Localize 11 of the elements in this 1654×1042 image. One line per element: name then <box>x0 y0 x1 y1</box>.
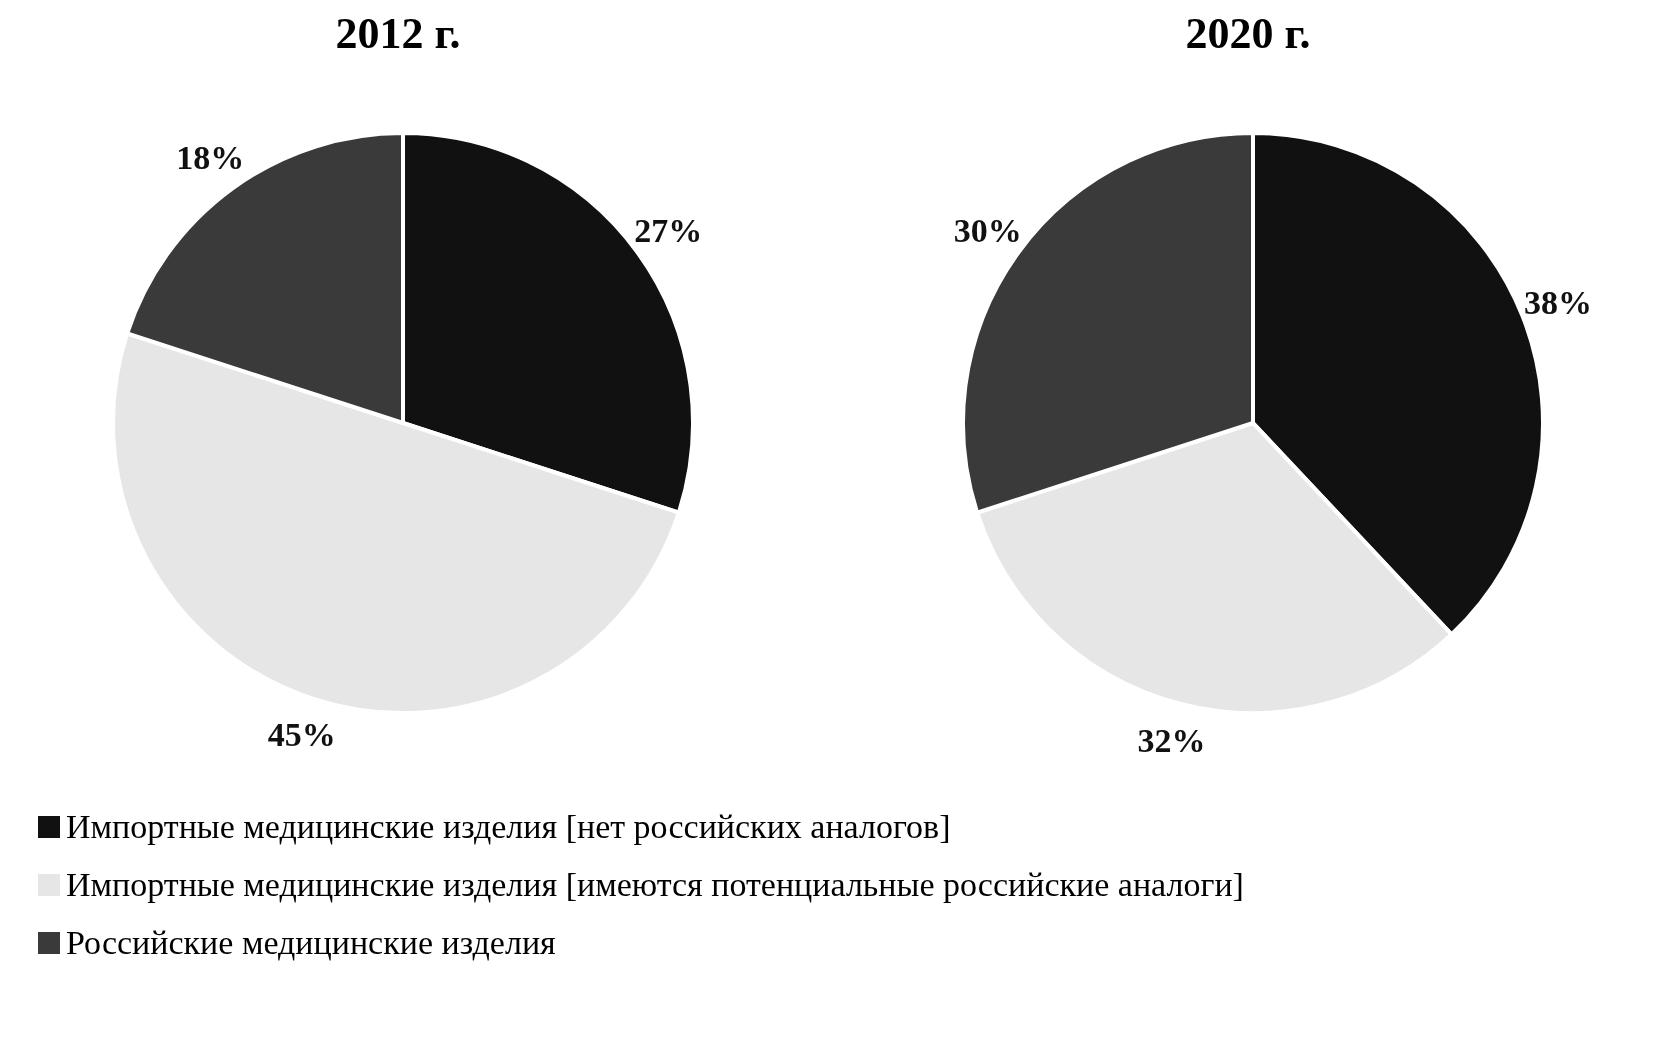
data-label: 45% <box>267 716 336 754</box>
data-label: 30% <box>953 211 1022 249</box>
chart-title: 2012 г. <box>334 8 462 60</box>
data-label: 18% <box>176 139 245 177</box>
data-label: 38% <box>1523 283 1592 321</box>
data-label: 32% <box>1137 722 1206 760</box>
legend-label: Импортные медицинские изделия [имеются потенциальные российские аналоги] <box>66 866 1244 904</box>
legend-label: Импортные медицинские изделия [нет российских аналогов] <box>66 808 951 846</box>
legend-label: Российские медицинские изделия <box>66 924 556 962</box>
chart-title: 2020 г. <box>1184 8 1312 60</box>
data-label: 27% <box>634 211 703 249</box>
